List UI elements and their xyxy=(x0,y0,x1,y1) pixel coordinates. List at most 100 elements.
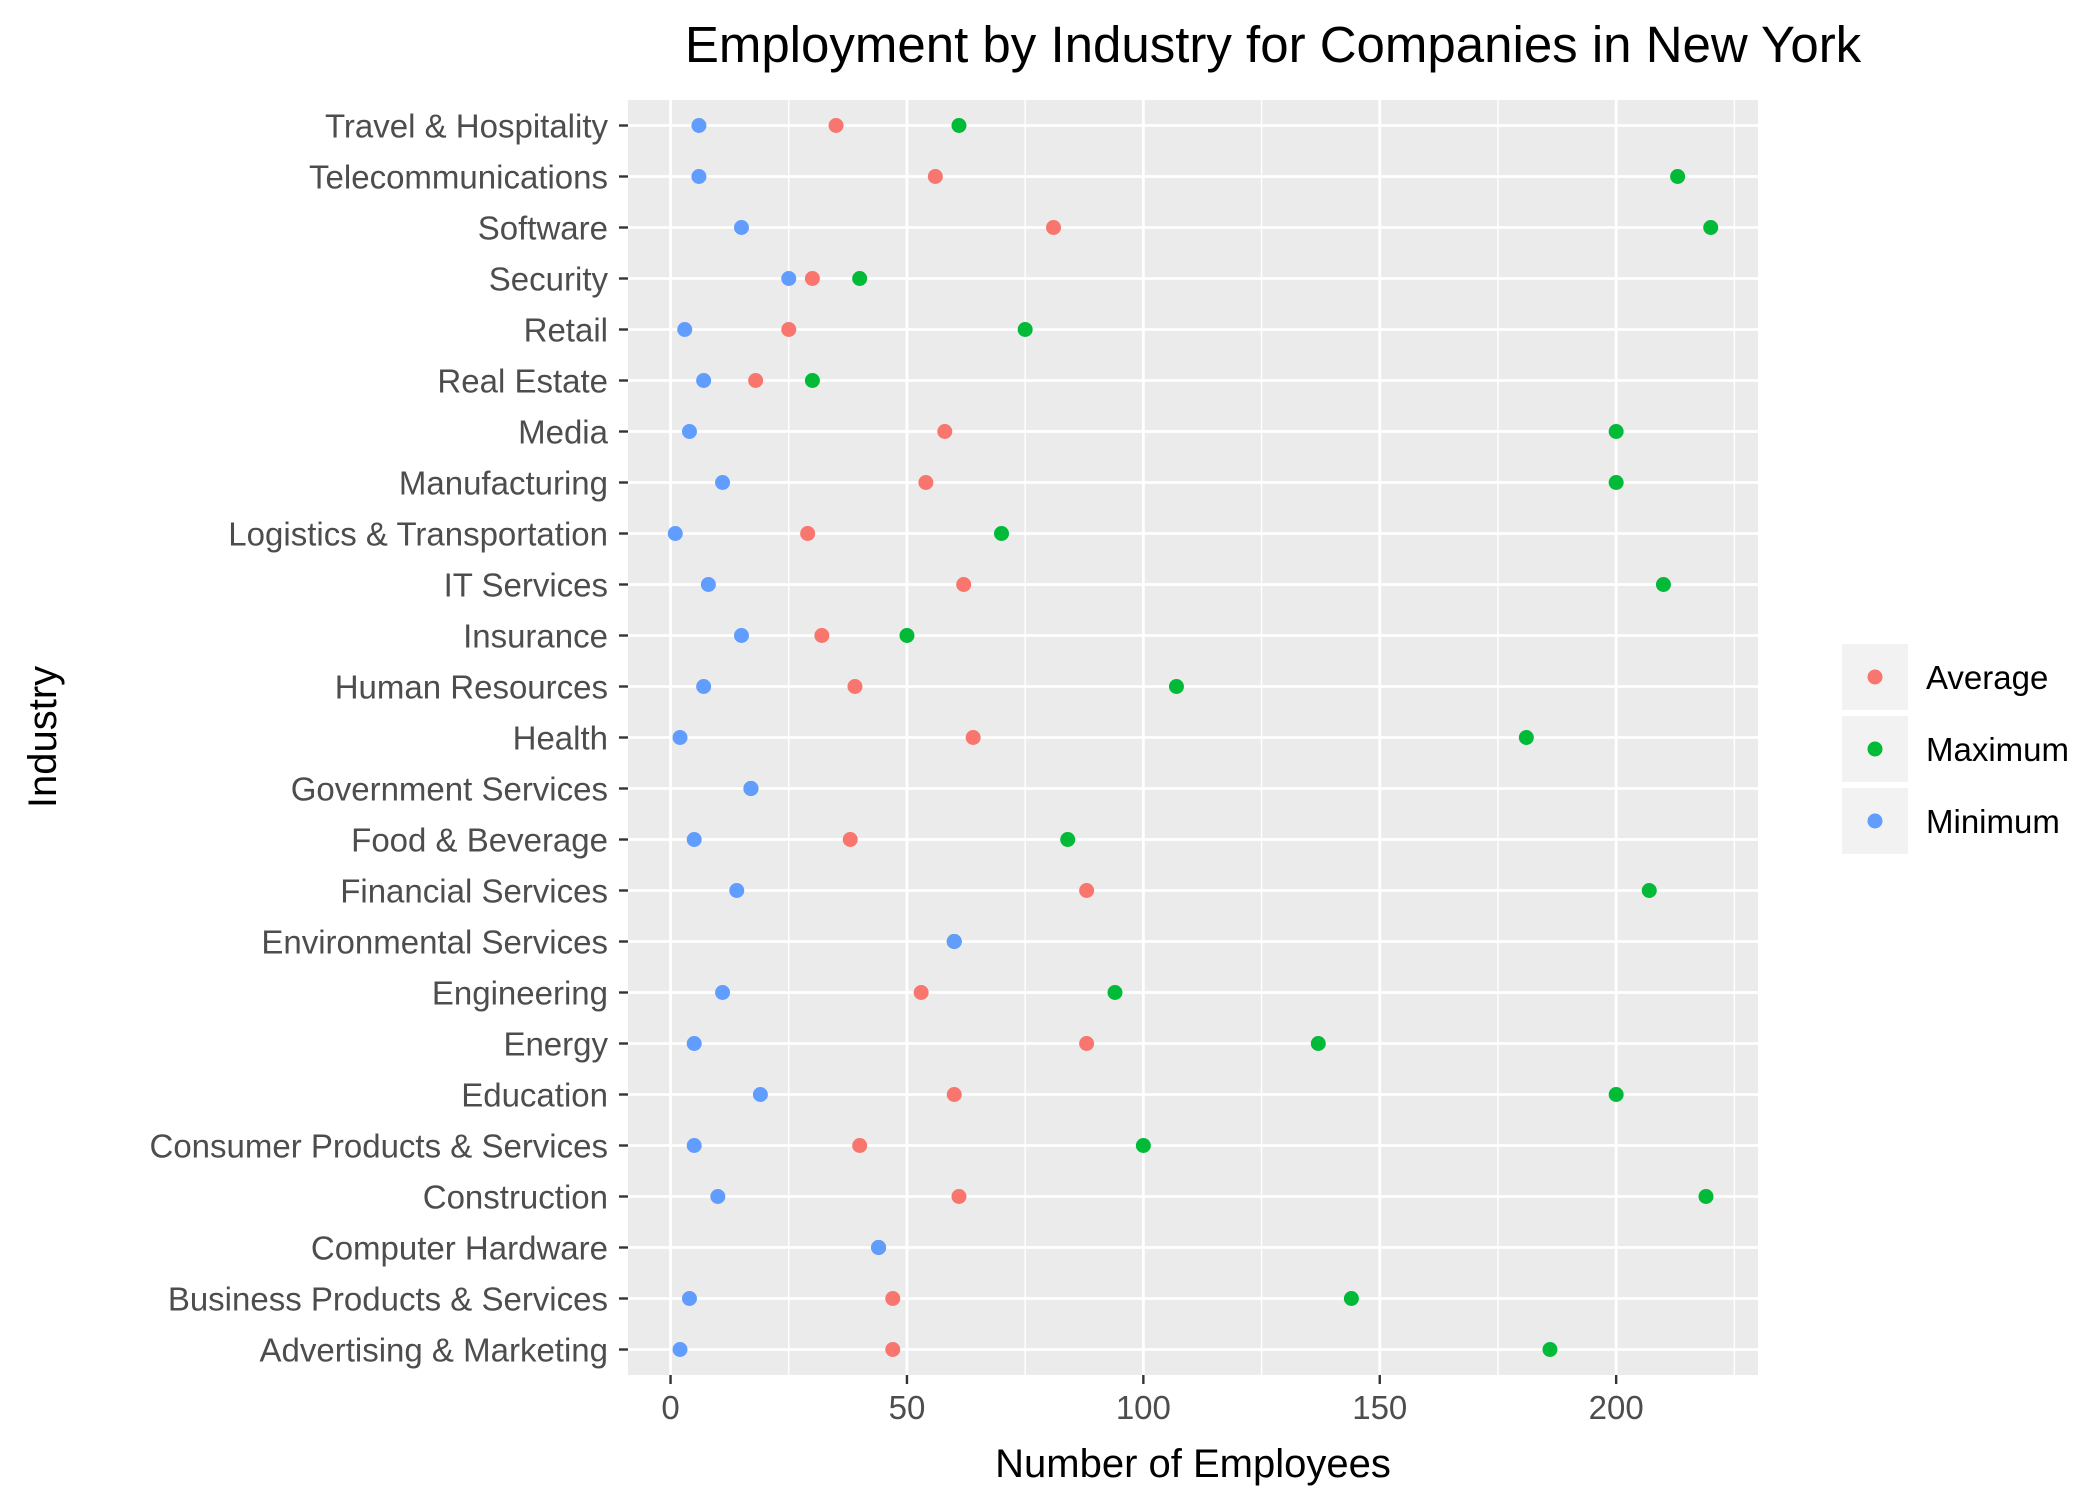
point-average xyxy=(852,1138,868,1153)
point-minimum xyxy=(715,475,731,490)
data-points xyxy=(667,118,1719,1357)
point-average xyxy=(946,1087,962,1102)
x-tick-label: 100 xyxy=(1116,1389,1171,1426)
x-tick-label: 200 xyxy=(1589,1389,1644,1426)
point-minimum xyxy=(696,679,712,694)
point-maximum xyxy=(1670,169,1686,184)
point-average xyxy=(748,373,764,388)
point-minimum xyxy=(677,322,693,337)
y-tick-label: Advertising & Marketing xyxy=(260,1332,608,1369)
point-average xyxy=(965,730,981,745)
point-average xyxy=(814,628,830,643)
y-tick-label: Education xyxy=(461,1077,608,1114)
point-maximum xyxy=(951,118,967,133)
point-minimum xyxy=(743,781,759,796)
y-tick-label: Engineering xyxy=(432,975,608,1012)
point-minimum xyxy=(700,577,716,592)
point-maximum xyxy=(1608,1087,1624,1102)
y-tick-label: Security xyxy=(489,261,609,298)
y-tick-label: Human Resources xyxy=(335,669,608,706)
point-minimum xyxy=(710,1189,726,1204)
y-tick-label: Manufacturing xyxy=(399,465,608,502)
point-average xyxy=(1046,220,1062,235)
point-minimum xyxy=(672,1342,688,1357)
chart-title: Employment by Industry for Companies in … xyxy=(685,16,1862,73)
y-tick-label: Government Services xyxy=(291,771,608,808)
point-minimum xyxy=(691,169,707,184)
point-average xyxy=(956,577,972,592)
y-axis-title: Industry xyxy=(21,666,65,808)
point-minimum xyxy=(752,1087,768,1102)
point-average xyxy=(800,526,816,541)
point-minimum xyxy=(686,1036,702,1051)
point-average xyxy=(828,118,844,133)
point-average xyxy=(918,475,934,490)
point-maximum xyxy=(899,628,915,643)
y-axis: Advertising & Marketing Business Products… xyxy=(149,108,628,1369)
point-minimum xyxy=(871,1240,887,1255)
point-average xyxy=(913,985,929,1000)
y-tick-label: Health xyxy=(513,720,608,757)
point-maximum xyxy=(1017,322,1033,337)
x-tick-label: 0 xyxy=(661,1389,679,1426)
point-maximum xyxy=(1135,1138,1151,1153)
point-maximum xyxy=(994,526,1010,541)
point-maximum xyxy=(1608,424,1624,439)
legend-label: Minimum xyxy=(1926,803,2060,840)
point-maximum xyxy=(1310,1036,1326,1051)
y-tick-label: Retail xyxy=(524,312,608,349)
y-tick-label: Construction xyxy=(423,1179,608,1216)
y-tick-label: Financial Services xyxy=(340,873,608,910)
legend-swatch xyxy=(1867,813,1883,829)
point-maximum xyxy=(1698,1189,1714,1204)
x-axis: 0 50 100 150 200 xyxy=(661,1375,1644,1426)
point-minimum xyxy=(696,373,712,388)
point-average xyxy=(885,1342,901,1357)
legend: Average Maximum Minimum xyxy=(1842,644,2069,854)
point-maximum xyxy=(1168,679,1184,694)
point-average xyxy=(927,169,943,184)
y-tick-label: Travel & Hospitality xyxy=(325,108,609,145)
point-minimum xyxy=(667,526,683,541)
y-tick-label: Software xyxy=(478,210,608,247)
point-maximum xyxy=(1107,985,1123,1000)
point-average xyxy=(781,322,797,337)
point-average xyxy=(1079,883,1095,898)
point-maximum xyxy=(1060,832,1076,847)
point-minimum xyxy=(686,1138,702,1153)
point-average xyxy=(937,424,953,439)
y-tick-label: Environmental Services xyxy=(261,924,608,961)
x-tick-label: 150 xyxy=(1352,1389,1407,1426)
point-average xyxy=(951,1189,967,1204)
point-minimum xyxy=(686,832,702,847)
y-tick-label: IT Services xyxy=(444,567,608,604)
y-tick-label: Media xyxy=(518,414,609,451)
point-average xyxy=(885,1291,901,1306)
point-minimum xyxy=(672,730,688,745)
y-tick-label: Logistics & Transportation xyxy=(228,516,608,553)
point-minimum xyxy=(691,118,707,133)
point-maximum xyxy=(1608,475,1624,490)
point-maximum xyxy=(804,373,820,388)
point-maximum xyxy=(1542,1342,1558,1357)
point-maximum xyxy=(1343,1291,1359,1306)
y-tick-label: Energy xyxy=(503,1026,608,1063)
y-tick-label: Telecommunications xyxy=(309,159,608,196)
point-minimum xyxy=(781,271,797,286)
point-average xyxy=(842,832,858,847)
y-tick-label: Food & Beverage xyxy=(351,822,608,859)
point-minimum xyxy=(729,883,745,898)
point-maximum xyxy=(1518,730,1534,745)
legend-swatch xyxy=(1867,669,1883,685)
legend-swatch xyxy=(1867,741,1883,757)
x-axis-title: Number of Employees xyxy=(995,1442,1391,1486)
point-maximum xyxy=(1641,883,1657,898)
point-minimum xyxy=(681,424,697,439)
y-tick-label: Consumer Products & Services xyxy=(149,1128,608,1165)
legend-label: Maximum xyxy=(1926,731,2069,768)
point-average xyxy=(804,271,820,286)
point-minimum xyxy=(733,628,749,643)
point-minimum xyxy=(715,985,731,1000)
x-tick-label: 50 xyxy=(889,1389,926,1426)
